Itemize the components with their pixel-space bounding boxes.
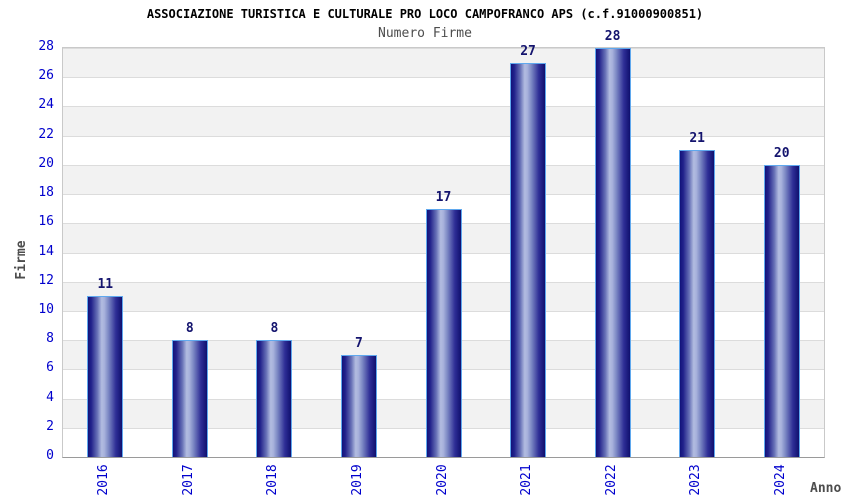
x-tick-label: 2021	[519, 464, 535, 496]
y-tick-label: 2	[46, 418, 54, 434]
x-axis-label: Anno	[810, 481, 842, 496]
bar-2020	[425, 208, 462, 457]
bar-2024	[763, 164, 800, 457]
y-tick-label: 4	[46, 389, 54, 405]
y-tick-label: 8	[46, 331, 54, 347]
bar-value-label: 7	[355, 335, 363, 351]
bar-2016	[87, 296, 124, 457]
bar-value-label: 17	[435, 189, 452, 205]
bar-2023	[679, 150, 716, 457]
x-tick-label: 2017	[180, 464, 196, 496]
bar-value-label: 20	[773, 145, 790, 161]
bar-2022	[594, 48, 631, 457]
y-tick-label: 14	[38, 243, 54, 259]
plot-area: 11 8 8 7 17 27 28 21 20	[62, 30, 825, 458]
x-axis-ticks: 2016 2017 2018 2019 2020 2021 2022 2023 2024	[62, 457, 823, 500]
x-tick-label: 2022	[603, 464, 619, 496]
x-tick-label: 2016	[96, 464, 112, 496]
y-tick-label: 28	[38, 39, 54, 54]
y-axis-ticks: 0 2 4 6 8 10 12 14 16 18 20 22 24 26 28	[0, 40, 54, 463]
chart-subtitle: Numero Firme	[378, 26, 472, 41]
y-tick-label: 16	[38, 214, 54, 230]
grid-band	[63, 77, 824, 107]
bar-value-label: 8	[270, 321, 279, 337]
y-tick-label: 22	[38, 126, 54, 142]
y-tick-label: 20	[38, 155, 54, 171]
bar-2018	[256, 340, 293, 457]
chart-title: ASSOCIAZIONE TURISTICA E CULTURALE PRO L…	[146, 7, 704, 21]
bar-2021	[510, 62, 547, 457]
grid-band	[63, 106, 824, 136]
x-tick-label: 2024	[772, 464, 788, 496]
y-tick-label: 6	[46, 360, 54, 376]
bar-value-label: 8	[185, 321, 194, 337]
bar-value-label: 11	[97, 277, 114, 293]
y-tick-label: 10	[38, 301, 54, 317]
bar-value-label: 27	[520, 43, 536, 59]
y-tick-label: 0	[46, 448, 54, 463]
y-tick-label: 12	[38, 272, 54, 288]
bar-2019	[340, 354, 377, 457]
x-tick-label: 2023	[688, 464, 704, 496]
bar-2017	[171, 340, 208, 457]
y-tick-label: 26	[38, 68, 54, 84]
bar-value-label: 28	[604, 29, 621, 44]
x-tick-label: 2019	[349, 464, 365, 496]
x-tick-label: 2018	[265, 464, 281, 496]
bar-value-label: 21	[689, 131, 705, 147]
y-tick-label: 24	[38, 97, 54, 113]
y-tick-label: 18	[38, 185, 54, 201]
x-tick-label: 2020	[434, 464, 450, 496]
grid-band	[63, 48, 824, 78]
